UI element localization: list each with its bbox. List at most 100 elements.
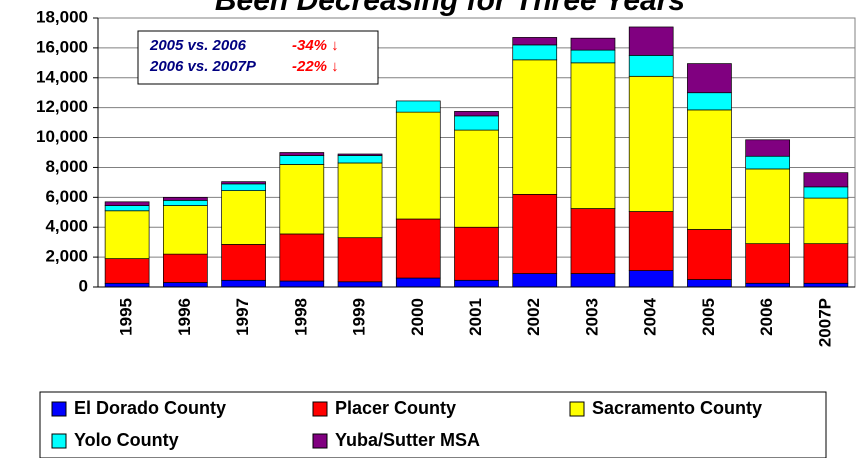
bar-segment bbox=[512, 273, 558, 288]
bar-segment bbox=[104, 210, 150, 259]
bar-segment bbox=[454, 226, 499, 281]
bar-segment bbox=[395, 277, 441, 288]
chart-title: Been Decreasing for Three Years bbox=[215, 0, 685, 17]
bar-segment bbox=[570, 62, 616, 209]
bar-segment bbox=[628, 55, 674, 77]
y-tick-label: 10,000 bbox=[36, 127, 88, 146]
x-tick-label: 1997 bbox=[233, 298, 252, 336]
bar-segment bbox=[337, 155, 383, 164]
bar-segment bbox=[337, 162, 383, 239]
bar-segment bbox=[570, 37, 616, 51]
bar-segment bbox=[454, 111, 499, 117]
bar-segment bbox=[337, 237, 383, 283]
bar-segment bbox=[512, 59, 558, 195]
bar-segment bbox=[221, 190, 266, 245]
legend-swatch bbox=[312, 401, 328, 417]
bar-segment bbox=[512, 37, 558, 46]
bar-segment bbox=[687, 63, 732, 94]
annotation-label: 2006 vs. 2007P bbox=[149, 58, 257, 75]
annotation-box bbox=[137, 30, 379, 85]
bar-segment bbox=[512, 44, 558, 61]
bar-segment bbox=[687, 92, 732, 111]
bar-segment bbox=[279, 280, 325, 288]
annotation-change: -22% ↓ bbox=[292, 58, 339, 75]
bar-segment bbox=[221, 279, 266, 288]
x-tick-label: 2004 bbox=[641, 297, 660, 335]
bar-segment bbox=[162, 196, 208, 201]
y-tick-label: 18,000 bbox=[36, 7, 88, 26]
bar-segment bbox=[687, 229, 732, 280]
y-tick-label: 12,000 bbox=[36, 97, 88, 116]
legend-swatch bbox=[51, 401, 67, 417]
legend-swatch bbox=[569, 401, 585, 417]
bar-segment bbox=[279, 233, 325, 282]
legend-swatch bbox=[312, 433, 328, 449]
bar-segment bbox=[162, 205, 208, 255]
bar-segment bbox=[745, 155, 791, 170]
bar-segment bbox=[104, 205, 150, 212]
bar-segment bbox=[279, 152, 325, 156]
bar-segment bbox=[337, 153, 383, 156]
bar-segment bbox=[221, 244, 266, 281]
bar-segment bbox=[454, 129, 499, 228]
x-tick-label: 1999 bbox=[350, 298, 369, 336]
legend-swatch bbox=[51, 433, 67, 449]
y-tick-label: 16,000 bbox=[36, 37, 88, 56]
y-tick-label: 8,000 bbox=[45, 157, 88, 176]
bar-segment bbox=[570, 208, 616, 274]
bar-segment bbox=[628, 75, 674, 212]
bar-segment bbox=[745, 243, 791, 284]
legend-label: El Dorado County bbox=[74, 398, 226, 418]
bar-segment bbox=[337, 281, 383, 288]
y-tick-label: 2,000 bbox=[45, 247, 88, 266]
bar-segment bbox=[454, 279, 499, 288]
bar-segment bbox=[803, 282, 849, 288]
bar-segment bbox=[803, 186, 849, 199]
x-tick-label: 2002 bbox=[524, 298, 543, 336]
bar-segment bbox=[628, 26, 674, 56]
legend-label: Sacramento County bbox=[592, 398, 762, 418]
annotation-label: 2005 vs. 2006 bbox=[149, 37, 247, 54]
x-tick-label: 1996 bbox=[175, 298, 194, 336]
bar-segment bbox=[745, 282, 791, 288]
legend-box bbox=[39, 391, 827, 458]
x-tick-label: 2005 bbox=[699, 298, 718, 336]
bar-segment bbox=[221, 181, 266, 185]
bar-segment bbox=[454, 115, 499, 131]
x-tick-label: 2001 bbox=[466, 298, 485, 336]
legend-label: Placer County bbox=[335, 398, 456, 418]
x-tick-label: 1998 bbox=[291, 298, 310, 336]
legend-label: Yuba/Sutter MSA bbox=[335, 430, 480, 450]
bar-segment bbox=[745, 168, 791, 245]
bar-segment bbox=[687, 279, 732, 288]
bar-segment bbox=[570, 49, 616, 64]
bar-segment bbox=[162, 253, 208, 283]
bar-segment bbox=[104, 258, 150, 284]
x-tick-label: 1995 bbox=[117, 298, 136, 336]
y-tick-label: 0 bbox=[79, 276, 88, 295]
legend-label: Yolo County bbox=[74, 430, 179, 450]
x-tick-label: 2006 bbox=[757, 298, 776, 336]
bar-segment bbox=[628, 270, 674, 288]
bar-segment bbox=[104, 201, 150, 206]
bar-segment bbox=[395, 100, 441, 113]
annotation-change: -34% ↓ bbox=[292, 37, 339, 54]
bar-segment bbox=[570, 273, 616, 288]
bar-segment bbox=[803, 243, 849, 284]
bar-segment bbox=[745, 139, 791, 157]
bar-segment bbox=[803, 197, 849, 245]
bar-segment bbox=[104, 282, 150, 288]
x-tick-label: 2007P bbox=[815, 298, 834, 347]
bar-segment bbox=[395, 218, 441, 279]
bar-segment bbox=[279, 155, 325, 165]
bar-segment bbox=[628, 211, 674, 271]
x-tick-label: 2000 bbox=[408, 298, 427, 336]
y-tick-label: 14,000 bbox=[36, 67, 88, 86]
y-tick-label: 4,000 bbox=[45, 217, 88, 236]
bar-segment bbox=[279, 164, 325, 235]
bar-segment bbox=[221, 183, 266, 191]
y-tick-label: 6,000 bbox=[45, 187, 88, 206]
x-tick-label: 2003 bbox=[582, 298, 601, 336]
bar-segment bbox=[512, 193, 558, 274]
